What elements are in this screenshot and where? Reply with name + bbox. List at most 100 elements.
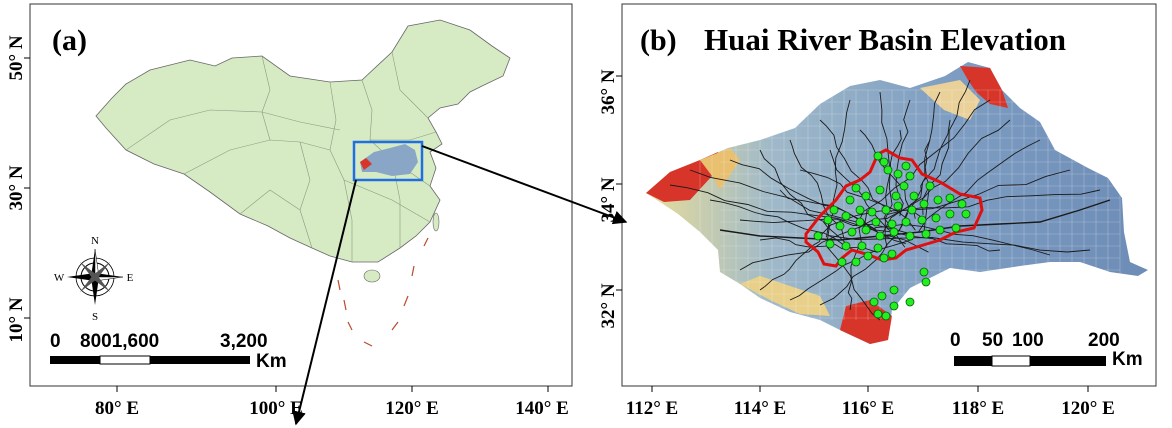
station-marker bbox=[845, 195, 855, 205]
scale-b-unit: Km bbox=[1112, 349, 1143, 370]
panel-a-xtick: 140° E bbox=[515, 398, 569, 419]
graticule-grid bbox=[699, 89, 1121, 320]
station-marker bbox=[879, 253, 889, 263]
panel-a-ytick: 50° N bbox=[6, 35, 27, 80]
station-marker bbox=[867, 207, 877, 217]
south-sea-dashes bbox=[337, 237, 429, 347]
station-marker bbox=[875, 185, 885, 195]
scale-b-label-3: 200 bbox=[1088, 330, 1120, 351]
station-marker bbox=[883, 165, 893, 175]
scale-b-label-2: 100 bbox=[1012, 330, 1044, 351]
southwest-upland bbox=[740, 276, 830, 316]
station-marker bbox=[841, 211, 851, 221]
station-marker bbox=[869, 297, 879, 307]
scale-a-label-1: 8001,600 bbox=[80, 331, 159, 352]
basin-highlight-box bbox=[352, 140, 424, 182]
panel-b-title: Huai River Basin Elevation bbox=[704, 22, 1066, 57]
station-marker bbox=[905, 297, 915, 307]
station-marker bbox=[907, 205, 917, 215]
station-marker bbox=[835, 221, 845, 231]
station-marker bbox=[873, 243, 883, 253]
station-marker bbox=[879, 157, 889, 167]
panel-b-label: (b) bbox=[640, 24, 677, 57]
station-marker bbox=[893, 169, 903, 179]
panel-b-xtick: 118° E bbox=[952, 398, 1004, 419]
station-marker bbox=[823, 215, 833, 225]
compass-e: E bbox=[127, 272, 134, 284]
station-marker bbox=[919, 267, 929, 277]
connector-arrow-right bbox=[421, 145, 628, 225]
station-marker bbox=[837, 257, 847, 267]
panel-a-xtick: 80° E bbox=[95, 398, 139, 419]
station-marker bbox=[905, 231, 915, 241]
station-marker bbox=[901, 161, 911, 171]
panel-b-xtick: 116° E bbox=[842, 398, 894, 419]
station-marker bbox=[891, 191, 901, 201]
west-upland bbox=[700, 148, 740, 190]
station-marker bbox=[829, 205, 839, 215]
station-marker bbox=[931, 213, 941, 223]
station-marker bbox=[919, 199, 929, 209]
station-marker bbox=[905, 171, 915, 181]
station-marker bbox=[889, 227, 899, 237]
station-marker bbox=[855, 205, 865, 215]
station-marker bbox=[873, 309, 883, 319]
panel-a-xtick: 100° E bbox=[249, 398, 303, 419]
panel-b-xtick: 112° E bbox=[626, 398, 678, 419]
station-marker bbox=[921, 229, 931, 239]
panel-a-ytick: 30° N bbox=[6, 165, 27, 210]
station-marker bbox=[877, 291, 887, 301]
station-marker bbox=[887, 249, 897, 259]
station-marker bbox=[921, 277, 931, 287]
basin-inset-high bbox=[360, 158, 372, 170]
compass-n: N bbox=[91, 235, 99, 247]
gauging-stations bbox=[813, 151, 971, 321]
panel-b-ytick: 32° N bbox=[598, 283, 619, 328]
scale-a-label-0: 0 bbox=[50, 331, 61, 352]
scale-a-label-2: 3,200 bbox=[220, 331, 268, 352]
station-marker bbox=[961, 209, 971, 219]
panel-b-ytick: 36° N bbox=[598, 69, 619, 114]
station-marker bbox=[875, 231, 885, 241]
panel-a-label: (a) bbox=[52, 24, 87, 57]
panel-b-y-ticks: 36° N 34° N 32° N bbox=[598, 69, 622, 329]
station-marker bbox=[933, 195, 943, 205]
panel-b-x-ticks: 112° E 114° E 116° E 118° E 120° E bbox=[626, 386, 1115, 419]
station-marker bbox=[945, 209, 955, 219]
panel-b: (b) Huai River Basin Elevation 36° N 34°… bbox=[598, 3, 1157, 419]
station-marker bbox=[951, 223, 961, 233]
station-marker bbox=[935, 225, 945, 235]
hainan-island bbox=[363, 269, 381, 283]
north-highland bbox=[960, 66, 1008, 108]
station-marker bbox=[893, 201, 903, 211]
panel-a-ytick: 10° N bbox=[6, 297, 27, 342]
station-marker bbox=[889, 285, 899, 295]
west-highland bbox=[646, 152, 718, 202]
station-marker bbox=[855, 217, 865, 227]
panel-b-xtick: 120° E bbox=[1061, 398, 1115, 419]
station-marker bbox=[857, 241, 867, 251]
station-marker bbox=[851, 183, 861, 193]
compass-w: W bbox=[54, 272, 65, 284]
compass-s: S bbox=[92, 311, 98, 323]
connector-arrow-down bbox=[292, 179, 357, 426]
scale-b-label-1: 50 bbox=[982, 330, 1003, 351]
station-marker bbox=[847, 227, 857, 237]
scale-b-label-0: 0 bbox=[950, 330, 961, 351]
scale-a-unit: Km bbox=[256, 351, 287, 372]
station-marker bbox=[861, 225, 871, 235]
station-marker bbox=[901, 217, 911, 227]
station-marker bbox=[899, 181, 909, 191]
station-marker bbox=[957, 199, 967, 209]
station-marker bbox=[861, 191, 871, 201]
station-marker bbox=[887, 219, 897, 229]
compass-rose-icon: N S E W bbox=[54, 235, 134, 323]
panel-a-x-ticks: 80° E 100° E 120° E 140° E bbox=[95, 386, 569, 419]
china-landmass bbox=[95, 19, 511, 263]
panel-a: (a) 50° N 30° N 10° N 80° E 100° E 120° … bbox=[6, 3, 573, 419]
station-marker bbox=[925, 181, 935, 191]
north-upland bbox=[920, 80, 980, 120]
panel-a-scale-bar: 0 8001,600 3,200 Km bbox=[50, 331, 287, 372]
station-marker bbox=[917, 215, 927, 225]
